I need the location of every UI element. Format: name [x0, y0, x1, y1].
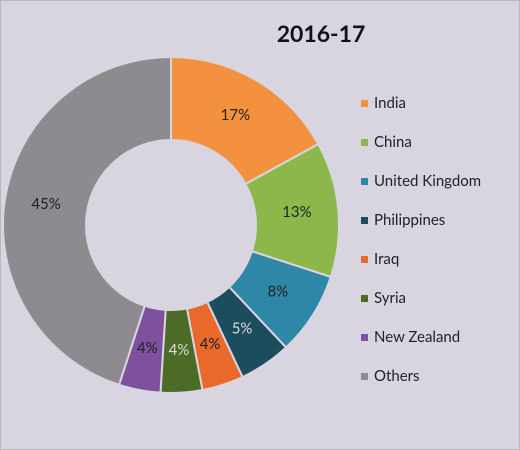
legend-swatch: [361, 217, 368, 224]
legend-label: India: [374, 94, 406, 112]
data-label: 17%: [221, 106, 250, 124]
legend-swatch: [361, 139, 368, 146]
data-label: 5%: [232, 319, 253, 337]
legend-label: China: [374, 133, 412, 151]
legend-swatch: [361, 295, 368, 302]
chart-title: 2016-17: [277, 19, 366, 47]
legend-label: Iraq: [374, 250, 399, 268]
legend-label: New Zealand: [374, 328, 460, 346]
donut-slice: [2, 55, 172, 387]
legend-swatch: [361, 373, 368, 380]
legend-swatch: [361, 334, 368, 341]
legend-label: Syria: [374, 289, 406, 307]
donut-slice: [170, 55, 320, 186]
legend-label: Philippines: [374, 211, 445, 229]
legend-label: United Kingdom: [374, 172, 481, 190]
legend-swatch: [361, 178, 368, 185]
data-label: 4%: [200, 335, 221, 353]
data-label: 8%: [267, 283, 288, 301]
data-label: 4%: [169, 341, 190, 359]
data-label: 13%: [282, 203, 311, 221]
data-label: 4%: [137, 339, 158, 357]
legend-swatch: [361, 100, 368, 107]
data-label: 45%: [31, 195, 60, 213]
legend-label: Others: [374, 367, 420, 385]
legend-swatch: [361, 256, 368, 263]
